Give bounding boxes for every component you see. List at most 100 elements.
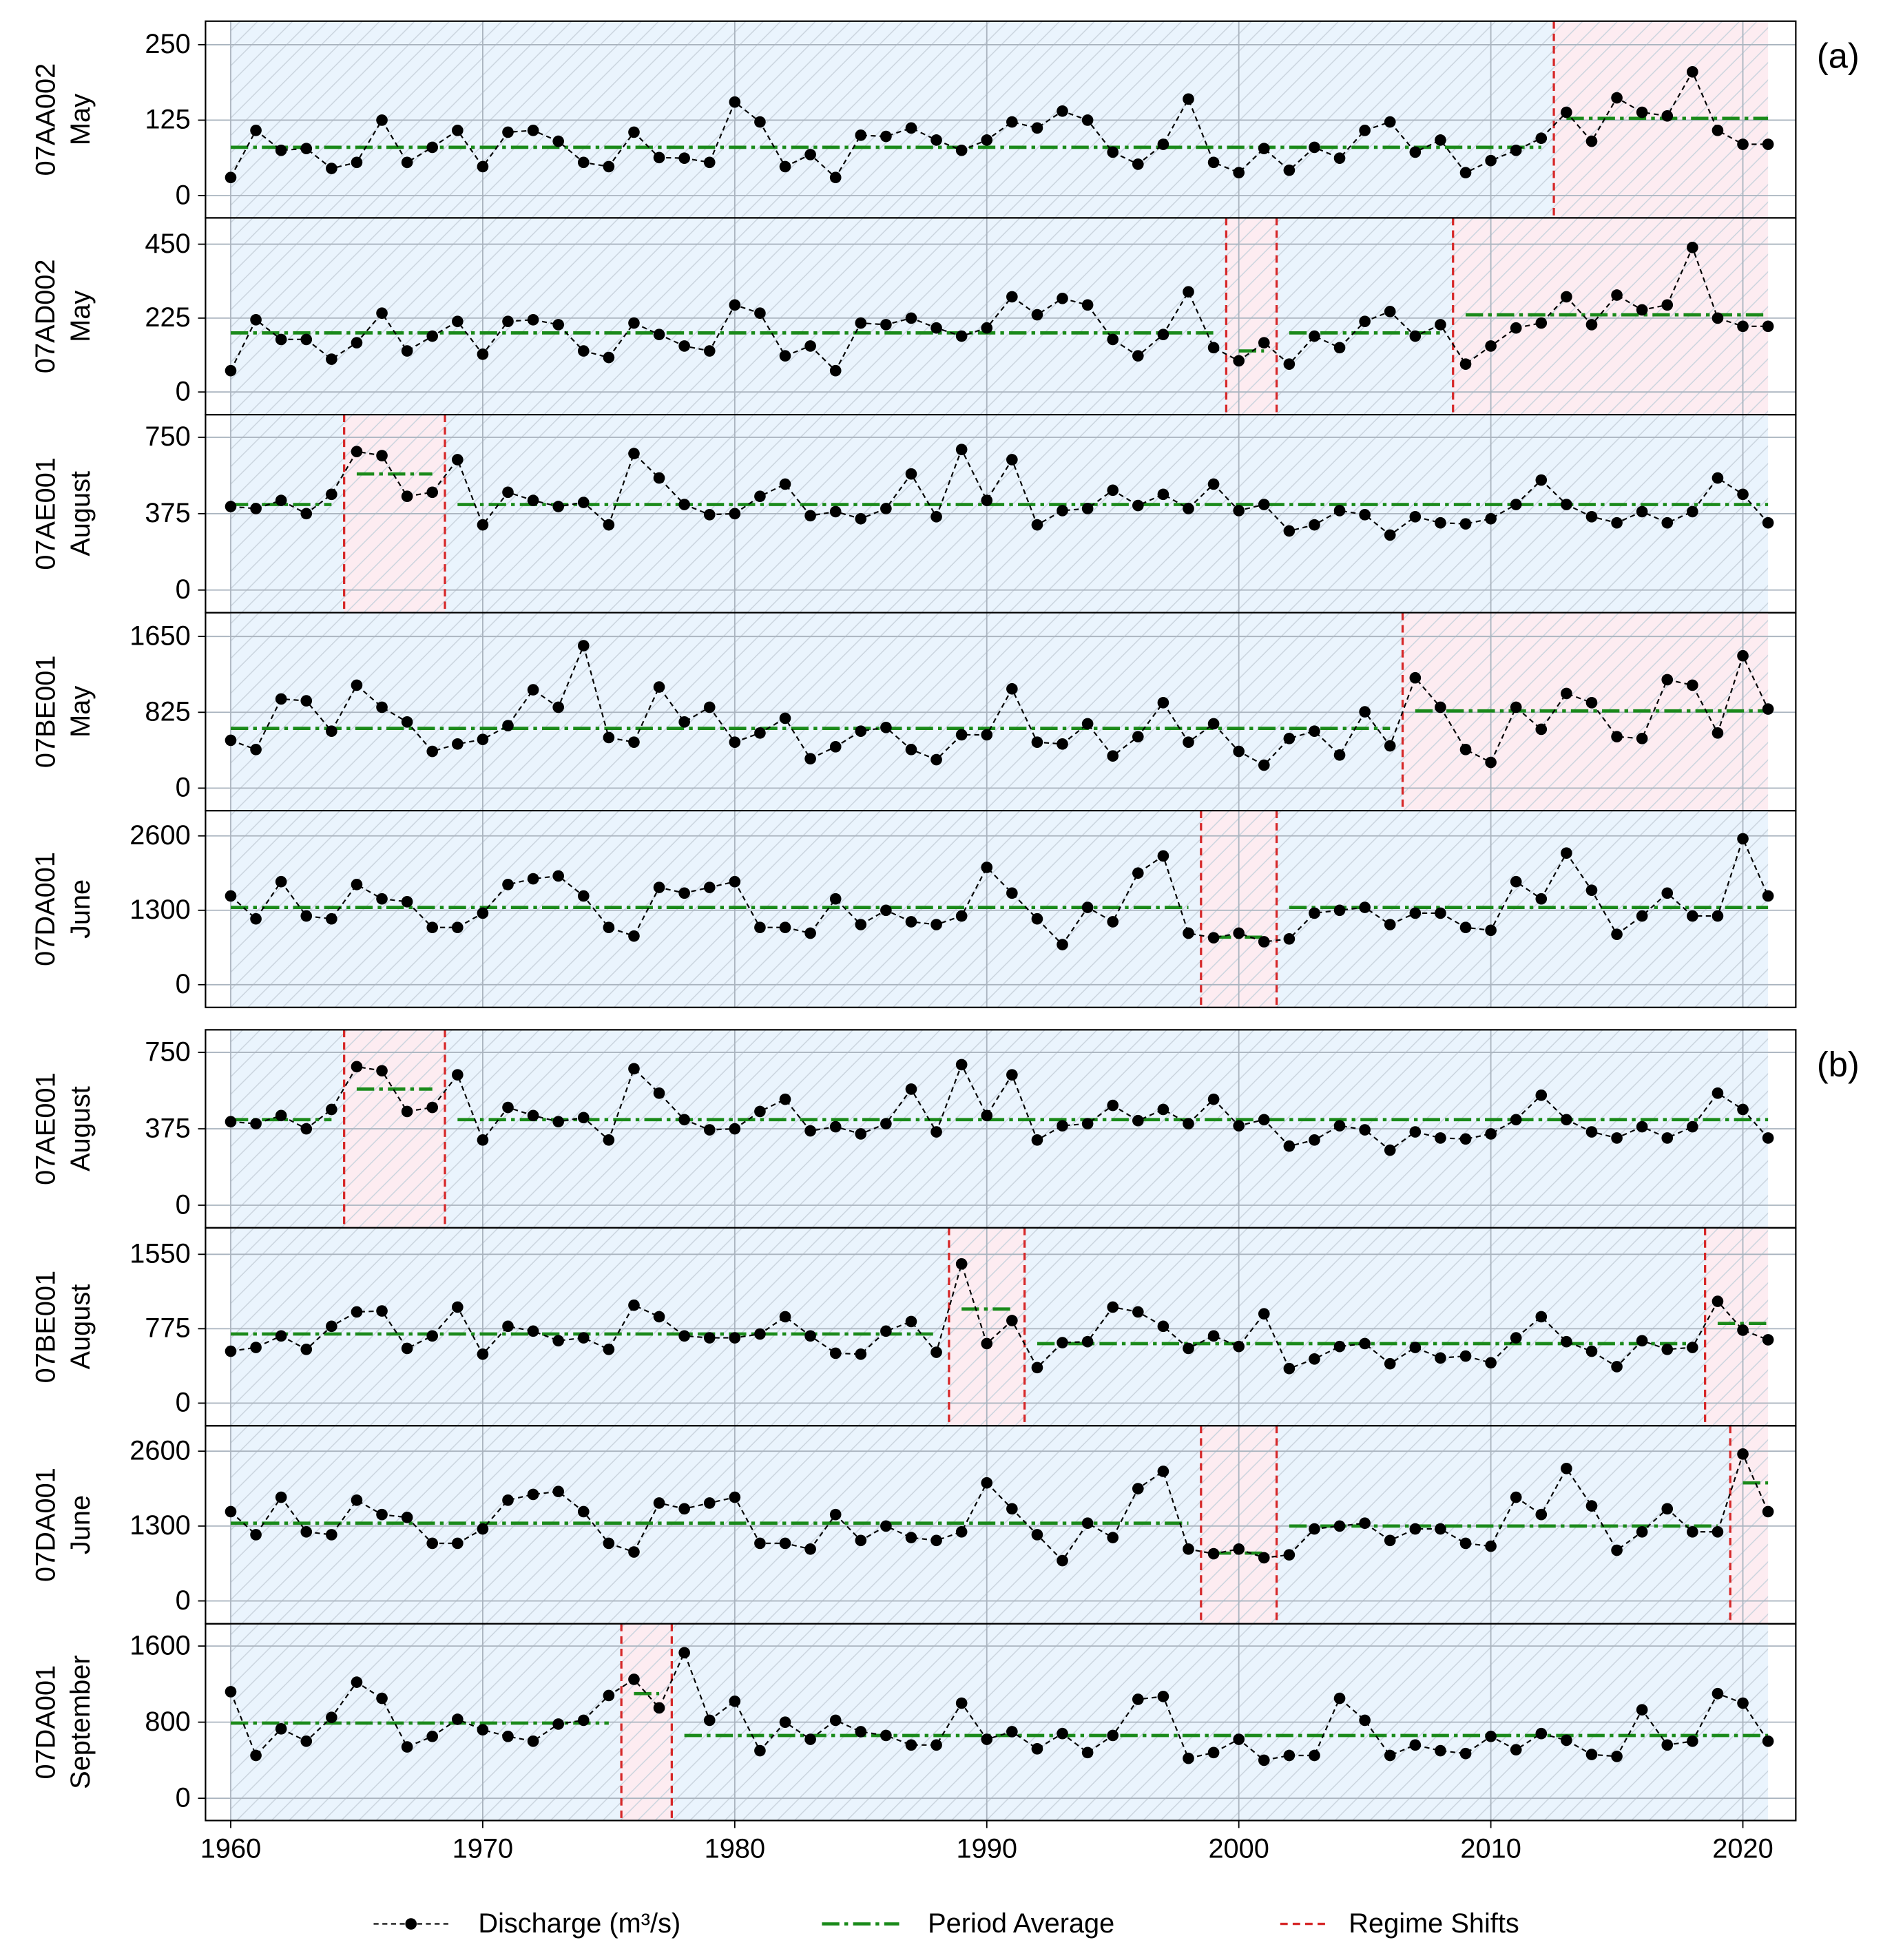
discharge-point [1107,1301,1119,1313]
x-tick-label: 2010 [1460,1833,1521,1864]
discharge-point [1283,525,1296,537]
discharge-point [1132,1114,1144,1127]
discharge-point [829,1714,842,1727]
discharge-point [628,317,640,329]
discharge-point [225,501,237,512]
discharge-point [1333,342,1346,354]
discharge-point [1435,1132,1446,1144]
discharge-point [880,721,892,733]
discharge-point [1006,1315,1018,1326]
legend-discharge-point [405,1918,417,1930]
discharge-point [1107,146,1119,158]
discharge-point [1535,723,1548,736]
discharge-point [1132,1483,1144,1494]
panel-frame [205,1623,1797,1822]
discharge-point [678,1503,690,1515]
discharge-point [829,1120,842,1133]
discharge-point [1081,1747,1094,1759]
discharge-point [1409,1342,1422,1353]
discharge-point [754,1328,766,1340]
discharge-point [1510,1744,1522,1756]
discharge-point [779,1537,791,1550]
discharge-point [250,1342,262,1353]
discharge-point [1459,1350,1472,1362]
discharge-point [376,1692,388,1704]
discharge-point [1107,1532,1119,1543]
discharge-point [1384,740,1396,752]
discharge-point [880,319,892,331]
discharge-point [729,736,741,748]
discharge-point [1309,1134,1320,1146]
discharge-point [452,454,464,466]
y-tick-label: 375 [145,498,190,528]
discharge-point [1183,1543,1194,1555]
discharge-point [955,330,968,342]
discharge-point [1661,674,1674,686]
y-tick-label: 0 [176,574,191,605]
discharge-point [1309,725,1320,737]
discharge-point [754,1744,766,1757]
discharge-point [703,882,716,893]
discharge-point [1611,928,1623,940]
discharge-point [1636,1335,1648,1347]
discharge-point [477,1523,489,1535]
discharge-point [855,317,867,329]
discharge-point [452,125,464,136]
discharge-point [603,921,615,934]
discharge-point [1611,1132,1623,1144]
discharge-point [955,1059,968,1071]
discharge-point [1333,152,1346,164]
discharge-point [1057,105,1068,117]
discharge-point [603,1134,615,1146]
legend-label: Discharge (m³/s) [478,1908,680,1939]
discharge-point [1057,1120,1068,1132]
discharge-point [678,1114,690,1126]
discharge-point [1510,701,1522,713]
discharge-point [1283,164,1296,176]
discharge-point [452,921,464,934]
discharge-point [1309,1523,1320,1535]
discharge-point [1233,167,1245,179]
discharge-point [779,1311,791,1323]
discharge-point [1687,1735,1698,1747]
discharge-point [1309,1749,1320,1762]
discharge-point [1057,505,1068,517]
hatch-overlay [230,1227,1769,1426]
discharge-point [905,1739,917,1751]
discharge-point [351,446,363,457]
discharge-point [1459,1747,1472,1760]
y-tick-label: 0 [176,969,191,999]
discharge-point [1057,1727,1068,1740]
discharge-point [300,695,313,707]
discharge-point [955,1697,968,1709]
discharge-point [754,727,766,739]
discharge-point [880,130,892,143]
y-tick-label: 800 [145,1707,190,1737]
discharge-point [1510,875,1522,888]
discharge-point [1485,1128,1497,1140]
y-tick-label: 1600 [129,1630,190,1660]
discharge-point [502,1731,514,1742]
y-tick-label: 450 [145,229,190,259]
discharge-point [1737,1448,1749,1460]
discharge-point [1561,1462,1572,1474]
discharge-point [1611,92,1623,104]
discharge-point [1283,1749,1296,1762]
discharge-point [880,1325,892,1337]
discharge-point [1359,315,1371,327]
discharge-point [401,895,413,908]
y-tick-label: 750 [145,1036,190,1067]
discharge-point [1207,1330,1220,1342]
discharge-point [1031,309,1043,321]
discharge-point [1359,1124,1371,1136]
discharge-point [401,716,413,728]
discharge-point [1535,474,1548,486]
discharge-point [1157,850,1169,862]
discharge-point [426,921,439,934]
y-tick-label: 0 [176,1782,191,1813]
discharge-point [1561,1114,1572,1126]
panel-label: (b) [1817,1045,1860,1084]
discharge-point [250,1118,262,1129]
discharge-point [502,879,514,890]
